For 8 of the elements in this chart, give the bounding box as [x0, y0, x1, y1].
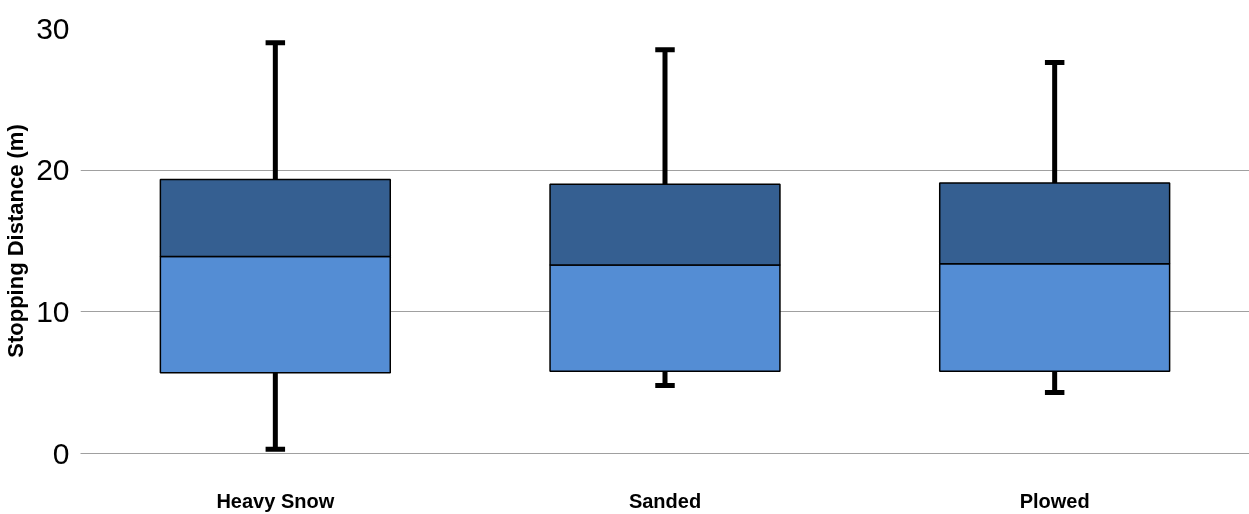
- y-tick-label: 20: [36, 153, 70, 187]
- y-tick-label: 30: [36, 11, 70, 45]
- y-tick-label: 0: [52, 436, 70, 470]
- x-tick-label: Heavy Snow: [216, 489, 335, 512]
- y-axis-title: Stopping Distance (m): [3, 124, 29, 358]
- x-tick-label: Plowed: [1019, 489, 1090, 512]
- y-tick-label: 10: [36, 294, 70, 328]
- x-tick-label: Sanded: [628, 489, 702, 512]
